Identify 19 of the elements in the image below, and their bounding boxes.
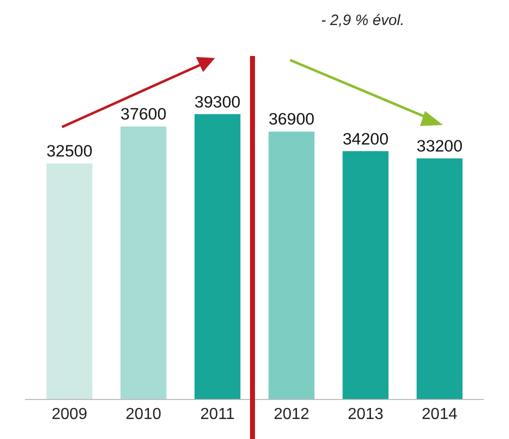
bar xyxy=(342,151,388,399)
x-tick-label: 2013 xyxy=(348,406,384,424)
bar xyxy=(194,114,240,399)
data-label: 34200 xyxy=(342,130,388,148)
data-label: 37600 xyxy=(120,106,166,124)
bar xyxy=(120,126,166,399)
data-label: 33200 xyxy=(416,138,463,156)
data-label: 32500 xyxy=(46,142,92,161)
data-label: 36900 xyxy=(268,110,314,129)
bar xyxy=(268,132,314,399)
data-label: 39300 xyxy=(194,93,240,112)
x-tick-label: 2011 xyxy=(200,406,235,424)
x-tick-label: 2010 xyxy=(126,406,162,424)
bar xyxy=(46,163,92,399)
x-tick-label: 2009 xyxy=(52,406,88,424)
x-tick-label: 2014 xyxy=(422,406,458,424)
x-tick-label: 2012 xyxy=(274,406,310,424)
bar xyxy=(416,158,463,399)
text: - 2,9 % évol. xyxy=(321,12,404,29)
